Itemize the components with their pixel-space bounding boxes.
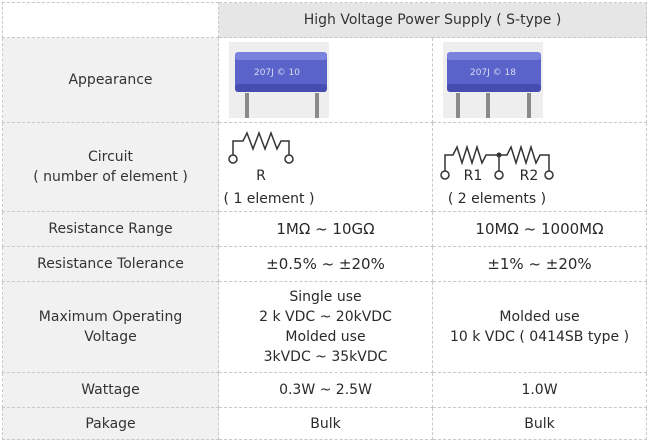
- package-label: Pakage: [2, 407, 219, 440]
- max-voltage-left-line1: Single use: [289, 289, 362, 305]
- resistance-range-left: 1MΩ ~ 10GΩ: [218, 211, 433, 247]
- circuit-left-cell: R ( 1 element ): [218, 122, 433, 212]
- package-right: Bulk: [431, 407, 648, 440]
- resistance-range-right: 10MΩ ~ 1000MΩ: [431, 211, 648, 247]
- resistor-2-marking: 207J © 18: [470, 68, 516, 78]
- max-voltage-left-line3: Molded use: [285, 329, 366, 345]
- max-voltage-right-line1: Molded use: [499, 309, 580, 325]
- resistance-tolerance-row: Resistance Tolerance ±0.5% ~ ±20% ±1% ~ …: [2, 246, 648, 282]
- circuit-right-name2: R2: [520, 168, 539, 184]
- circuit-label-line1: Circuit: [87, 149, 134, 165]
- resistor-1-marking: 207J © 10: [254, 68, 300, 78]
- resistance-tolerance-label: Resistance Tolerance: [2, 246, 219, 282]
- max-voltage-left-line4: 3kVDC ~ 35kVDC: [263, 349, 388, 365]
- corner-cell: [2, 2, 219, 38]
- wattage-row: Wattage 0.3W ~ 2.5W 1.0W: [2, 372, 648, 408]
- circuit-right-cell: R1 R2 ( 2 elements ): [431, 122, 648, 212]
- max-voltage-label: Maximum Operating Voltage: [2, 281, 219, 373]
- circuit-left-count: ( 1 element ): [224, 191, 315, 207]
- resistance-range-label: Resistance Range: [2, 211, 219, 247]
- max-voltage-label-line1: Maximum Operating: [38, 309, 183, 325]
- circuit-label-line2: ( number of element ): [33, 169, 188, 185]
- dual-resistor-circuit-icon: R1 R2 ( 2 elements ): [440, 144, 554, 207]
- max-voltage-right-line2: 10 k VDC ( 0414SB type ): [449, 329, 630, 345]
- appearance-right-cell: 207J © 18: [431, 37, 648, 123]
- single-resistor-circuit-icon: R ( 1 element ): [224, 130, 315, 207]
- circuit-label: Circuit ( number of element ): [2, 122, 219, 212]
- table-title: High Voltage Power Supply ( S-type ): [217, 2, 648, 38]
- max-voltage-right: Molded use 10 k VDC ( 0414SB type ): [431, 281, 648, 373]
- max-voltage-left-line2: 2 k VDC ~ 20kVDC: [259, 309, 392, 325]
- resistor-2-element-image: 207J © 18: [443, 42, 543, 118]
- circuit-left-name: R: [256, 168, 266, 184]
- resistance-range-row: Resistance Range 1MΩ ~ 10GΩ 10MΩ ~ 1000M…: [2, 211, 648, 247]
- circuit-row: Circuit ( number of element ) R ( 1 elem…: [2, 122, 648, 212]
- resistor-1-element-image: 207J © 10: [229, 42, 329, 118]
- wattage-right: 1.0W: [431, 372, 648, 408]
- wattage-left: 0.3W ~ 2.5W: [218, 372, 433, 408]
- circuit-right-count: ( 2 elements ): [448, 191, 546, 207]
- max-voltage-left: Single use 2 k VDC ~ 20kVDC Molded use 3…: [218, 281, 433, 373]
- appearance-row: Appearance 207J © 10: [2, 37, 648, 123]
- package-row: Pakage Bulk Bulk: [2, 407, 648, 440]
- resistance-tolerance-left: ±0.5% ~ ±20%: [218, 246, 433, 282]
- header-row: High Voltage Power Supply ( S-type ): [2, 2, 648, 38]
- circuit-right-name1: R1: [464, 168, 483, 184]
- max-voltage-label-line2: Voltage: [84, 329, 137, 345]
- resistance-tolerance-right: ±1% ~ ±20%: [431, 246, 648, 282]
- appearance-left-cell: 207J © 10: [218, 37, 433, 123]
- max-voltage-row: Maximum Operating Voltage Single use 2 k…: [2, 281, 648, 373]
- package-left: Bulk: [218, 407, 433, 440]
- appearance-label: Appearance: [2, 37, 219, 123]
- wattage-label: Wattage: [2, 372, 219, 408]
